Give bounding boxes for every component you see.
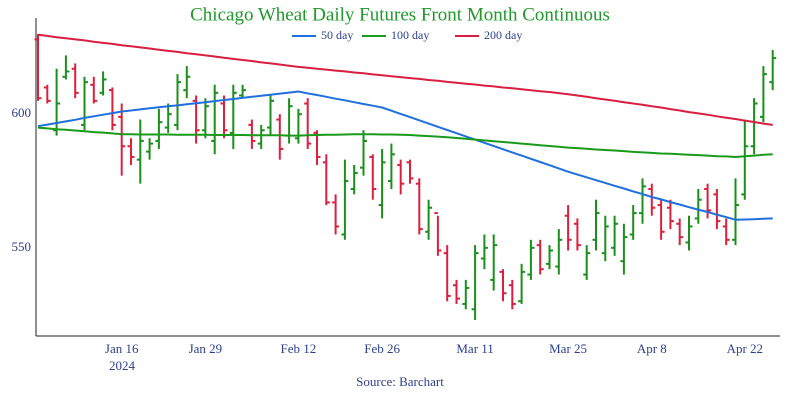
x-tick-label: Jan 16 <box>105 341 139 356</box>
legend-label: 200 day <box>484 28 522 42</box>
moving-average-line <box>37 33 773 126</box>
moving-average-line <box>37 90 773 221</box>
x-tick-label: Apr 8 <box>637 341 667 356</box>
y-tick-label: 550 <box>12 239 32 254</box>
x-tick-label: Mar 11 <box>456 341 493 356</box>
x-tick-label: Jan 29 <box>189 341 223 356</box>
legend-label: 50 day <box>321 28 353 42</box>
x-tick-label: Apr 22 <box>727 341 763 356</box>
legend-label: 100 day <box>391 28 429 42</box>
x-year-label: 2024 <box>109 358 136 373</box>
chart-title: Chicago Wheat Daily Futures Front Month … <box>190 4 610 25</box>
x-tick-label: Feb 12 <box>281 341 317 356</box>
source: Source: Barchart <box>356 374 444 389</box>
y-tick-label: 600 <box>12 105 32 120</box>
x-tick-label: Feb 26 <box>364 341 400 356</box>
moving-average-line <box>37 126 773 159</box>
x-tick-label: Mar 25 <box>549 341 587 356</box>
